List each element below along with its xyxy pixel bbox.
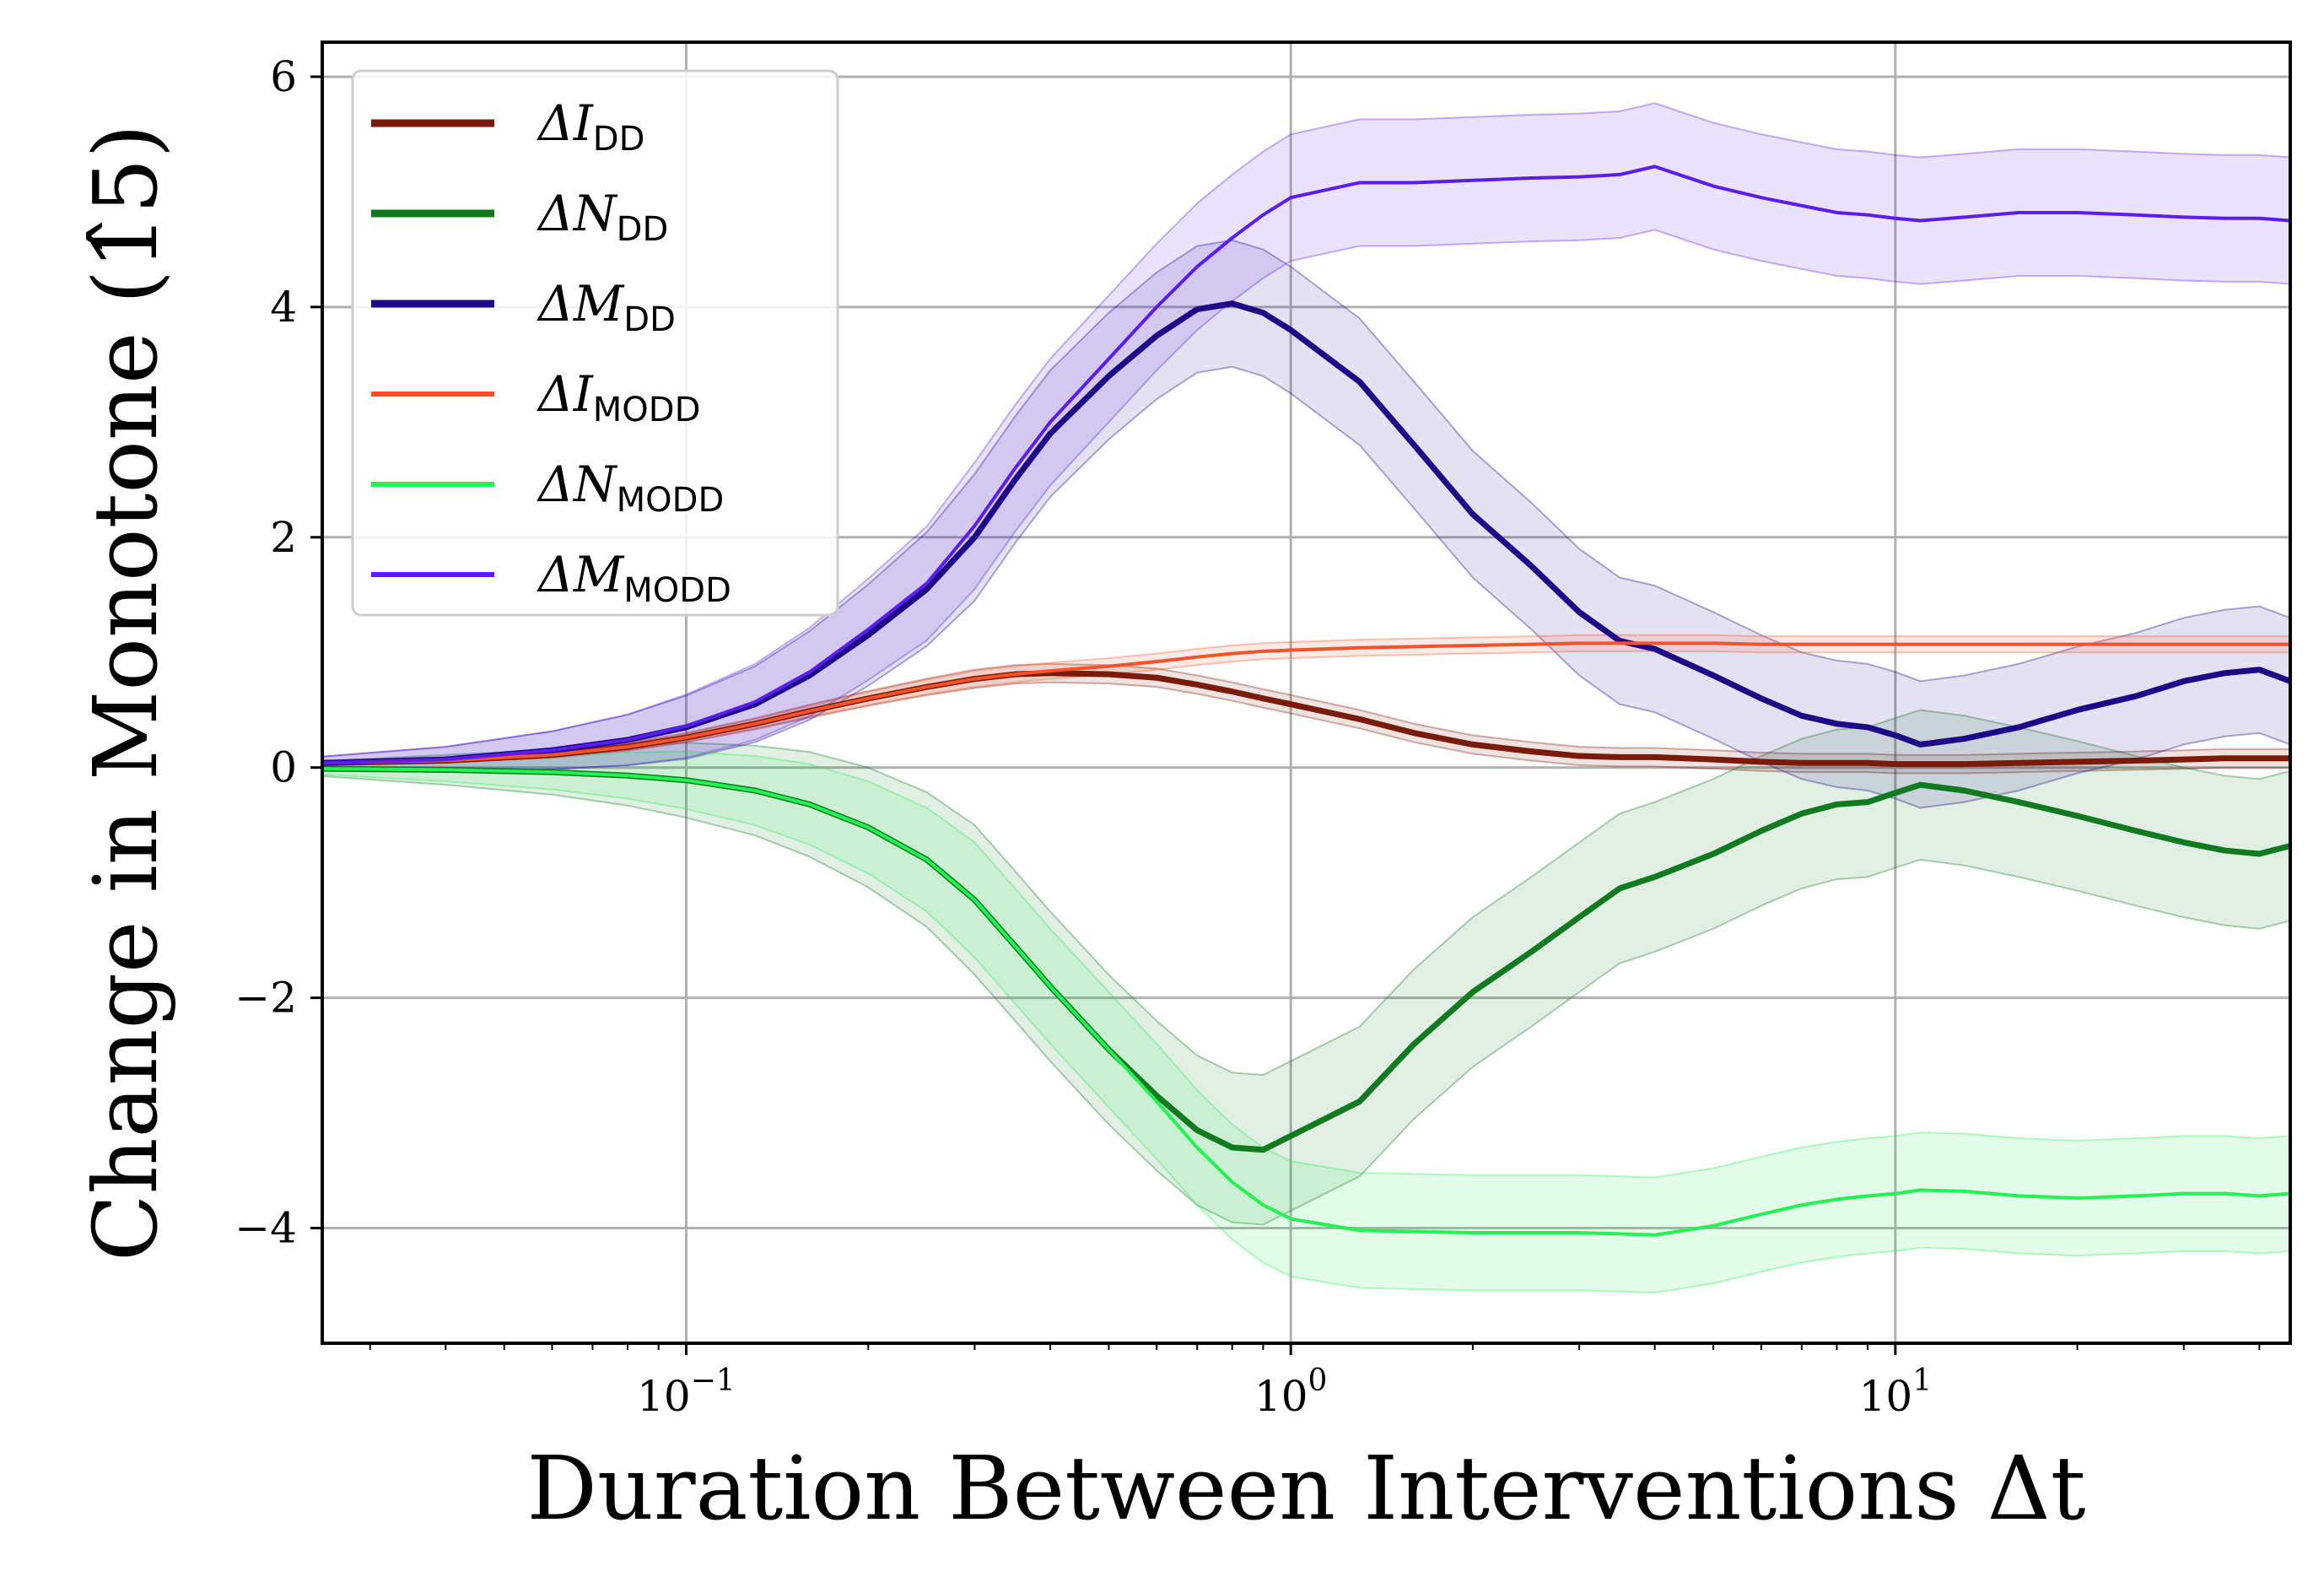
legend-entry-1: ΔNDD bbox=[537, 185, 668, 249]
y-tick-label: 0 bbox=[270, 743, 297, 792]
legend-entry-3: ΔIMODD bbox=[537, 365, 700, 429]
series-line-5 bbox=[321, 165, 2291, 765]
x-axis-label: Duration Between Interventions Δt bbox=[526, 1437, 2085, 1540]
legend-box bbox=[351, 69, 839, 617]
x-tick-label: 10−1 bbox=[637, 1363, 736, 1421]
series-line-4 bbox=[321, 767, 2291, 1237]
y-axis-ticks: −4 −2 0 2 4 6 bbox=[235, 52, 322, 1253]
series-line-2 bbox=[321, 300, 2292, 766]
y-tick-label: −4 bbox=[235, 1204, 297, 1253]
series-lines bbox=[321, 165, 2292, 1237]
legend-entry-4: ΔNMODD bbox=[537, 456, 724, 520]
plot-frame bbox=[321, 40, 2292, 1345]
y-tick-label: −2 bbox=[235, 974, 297, 1023]
legend-entry-5: ΔMMODD bbox=[537, 546, 731, 610]
x-minor-ticks bbox=[369, 1343, 2261, 1350]
x-tick-label: 101 bbox=[1859, 1363, 1933, 1421]
y-axis-label: Change in Monotone (1̂5) bbox=[74, 124, 177, 1261]
y-tick-label: 6 bbox=[270, 52, 297, 101]
y-tick-label: 2 bbox=[270, 513, 297, 562]
series-line-3 bbox=[321, 641, 2290, 765]
x-tick-label: 100 bbox=[1254, 1363, 1328, 1421]
legend: ΔIDD ΔNDD ΔMDD ΔIMODD ΔNMODD ΔMMODD bbox=[351, 69, 839, 617]
legend-entry-0: ΔIDD bbox=[537, 94, 644, 159]
y-tick-label: 4 bbox=[270, 283, 297, 332]
legend-entry-2: ΔMDD bbox=[537, 275, 676, 339]
x-axis-ticks: 10−1 100 101 bbox=[637, 1343, 1932, 1421]
